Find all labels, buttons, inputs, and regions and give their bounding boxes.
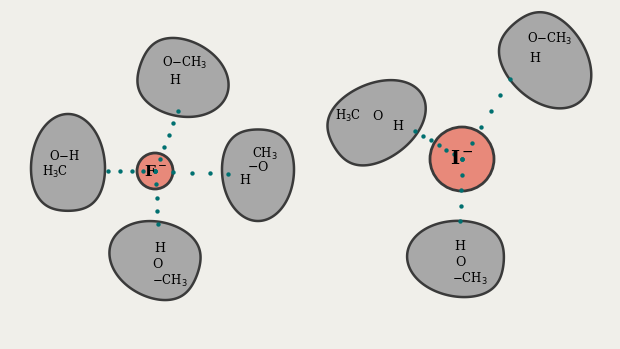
Point [418,133,428,139]
Polygon shape [110,221,200,300]
Point [505,76,515,82]
Text: H: H [169,74,180,88]
Circle shape [430,127,494,191]
Polygon shape [222,129,294,221]
Text: $-$CH$_3$: $-$CH$_3$ [152,273,188,289]
Polygon shape [31,114,105,211]
Text: H: H [154,243,166,255]
Point [205,170,215,176]
Polygon shape [138,38,229,117]
Text: H$_3$C: H$_3$C [335,108,361,124]
Polygon shape [407,221,504,297]
Point [441,147,451,153]
Text: I$^-$: I$^-$ [450,150,474,168]
Point [153,208,162,214]
Point [457,156,467,162]
Point [410,128,420,134]
Text: O$-$CH$_3$: O$-$CH$_3$ [528,31,573,47]
Point [115,168,125,174]
Circle shape [137,153,173,189]
Text: F$^-$: F$^-$ [144,163,166,178]
Point [150,168,160,174]
Point [426,138,436,143]
Point [223,171,233,177]
Point [150,168,160,174]
Text: $-$O: $-$O [247,160,269,174]
Text: O: O [455,255,465,268]
Text: H: H [529,52,541,66]
Point [169,120,179,126]
Point [456,203,466,208]
Text: O: O [372,111,382,124]
Point [150,168,160,174]
Point [476,124,486,130]
Point [151,181,161,187]
Text: O$-$CH$_3$: O$-$CH$_3$ [162,55,208,71]
Point [126,168,136,174]
Point [486,108,496,114]
Point [164,132,174,138]
Point [154,156,164,162]
Point [467,140,477,146]
Point [457,156,467,162]
Point [173,108,183,114]
Text: O$-$H: O$-$H [50,149,81,163]
Point [159,144,169,150]
Point [456,172,466,177]
Text: H: H [454,240,466,253]
Text: O: O [152,258,162,270]
Text: H: H [392,120,404,134]
Point [450,151,459,157]
Point [150,168,160,174]
Point [153,221,163,227]
Point [103,168,113,174]
Point [187,170,197,175]
Text: H: H [239,174,250,187]
Text: $-$CH$_3$: $-$CH$_3$ [452,271,488,287]
Polygon shape [327,80,426,165]
Point [151,195,161,200]
Point [456,187,466,193]
Point [138,168,148,174]
Point [455,218,465,224]
Text: H$_3$C: H$_3$C [42,164,68,180]
Point [495,92,505,98]
Point [433,142,443,148]
Text: CH$_3$: CH$_3$ [252,146,278,162]
Polygon shape [499,12,591,108]
Point [457,156,467,162]
Point [168,169,178,174]
